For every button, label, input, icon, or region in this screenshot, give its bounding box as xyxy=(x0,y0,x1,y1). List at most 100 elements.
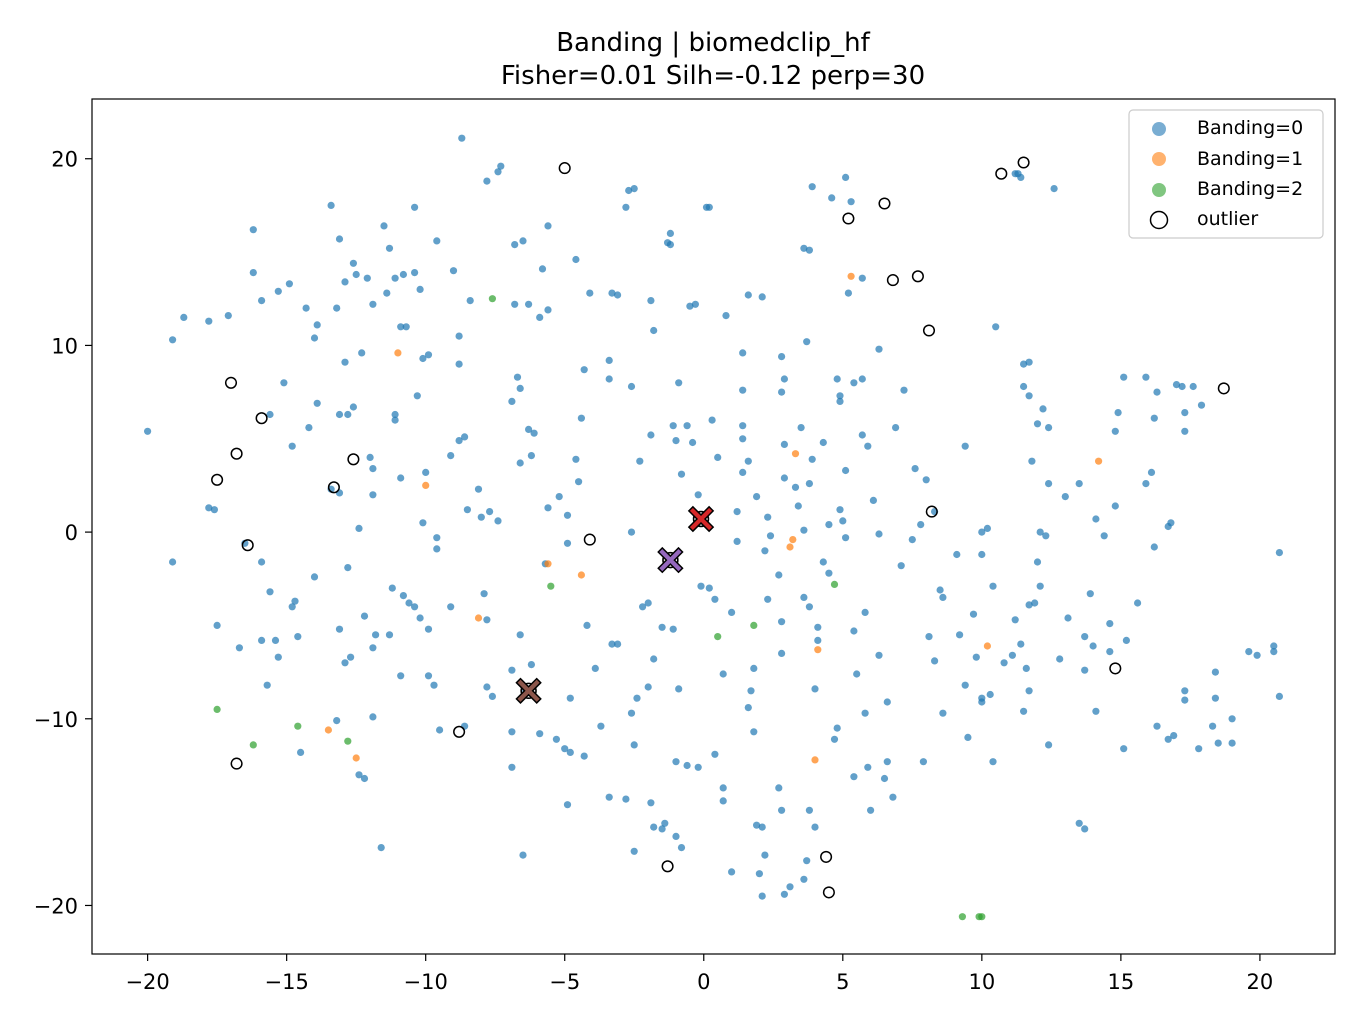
point-banding-0 xyxy=(805,246,814,254)
y-tick-label: 0 xyxy=(65,521,78,545)
point-banding-1 xyxy=(791,450,800,458)
point-banding-0 xyxy=(969,610,978,618)
point-banding-0 xyxy=(1086,590,1094,598)
point-banding-0 xyxy=(1122,636,1130,645)
point-banding-0 xyxy=(1181,409,1189,417)
point-banding-0 xyxy=(775,571,783,579)
point-banding-0 xyxy=(694,763,702,771)
point-banding-0 xyxy=(733,537,741,546)
point-banding-1 xyxy=(577,571,586,579)
point-banding-0 xyxy=(391,274,399,282)
point-banding-0 xyxy=(288,442,296,450)
point-banding-0 xyxy=(897,562,905,570)
point-banding-0 xyxy=(402,323,410,331)
point-banding-0 xyxy=(922,476,930,484)
point-banding-0 xyxy=(1211,668,1219,676)
point-banding-0 xyxy=(830,735,839,743)
centroid-outlier-ring xyxy=(662,551,679,569)
point-banding-0 xyxy=(224,312,232,320)
point-banding-0 xyxy=(341,659,349,667)
point-banding-0 xyxy=(447,452,455,460)
point-banding-0 xyxy=(728,868,736,876)
point-banding-0 xyxy=(1106,620,1114,628)
point-banding-0 xyxy=(666,241,675,249)
outlier-marker xyxy=(211,473,224,486)
point-banding-0 xyxy=(728,608,736,617)
point-banding-0 xyxy=(249,269,257,277)
plot-area xyxy=(144,134,1283,921)
point-banding-0 xyxy=(778,388,786,396)
centroid-marker xyxy=(657,546,684,574)
point-banding-0 xyxy=(819,558,827,566)
point-banding-0 xyxy=(358,349,366,357)
point-banding-0 xyxy=(397,672,405,680)
point-banding-0 xyxy=(722,312,730,320)
point-banding-0 xyxy=(800,526,808,534)
point-banding-0 xyxy=(644,683,652,691)
point-banding-0 xyxy=(739,422,747,430)
outlier-marker xyxy=(995,167,1008,180)
point-banding-0 xyxy=(1081,825,1089,833)
point-banding-0 xyxy=(869,496,878,504)
point-banding-0 xyxy=(488,692,496,701)
point-banding-0 xyxy=(1017,173,1025,181)
x-tick-label: −20 xyxy=(125,970,169,994)
point-banding-0 xyxy=(483,616,491,624)
point-banding-2 xyxy=(958,913,967,921)
point-banding-0 xyxy=(972,653,980,661)
outlier-marker xyxy=(820,850,833,863)
point-banding-0 xyxy=(461,722,469,730)
point-banding-0 xyxy=(839,517,847,525)
point-banding-0 xyxy=(1025,358,1033,366)
point-banding-0 xyxy=(925,633,933,641)
point-banding-0 xyxy=(764,513,772,521)
point-banding-0 xyxy=(355,524,363,533)
point-banding-0 xyxy=(572,455,580,463)
point-banding-0 xyxy=(1150,414,1158,422)
centroid-outlier-ring xyxy=(520,682,537,700)
legend-label-outlier: outlier xyxy=(1197,208,1258,230)
point-banding-0 xyxy=(755,870,764,878)
point-banding-0 xyxy=(586,289,594,297)
point-banding-0 xyxy=(650,326,658,335)
point-banding-0 xyxy=(575,478,583,486)
point-banding-0 xyxy=(811,823,819,831)
outlier-marker xyxy=(327,481,340,494)
outlier-marker xyxy=(886,274,899,287)
point-banding-0 xyxy=(1089,642,1097,650)
point-banding-0 xyxy=(627,709,636,717)
point-banding-0 xyxy=(683,422,691,430)
point-banding-0 xyxy=(808,455,816,463)
point-banding-0 xyxy=(369,713,377,721)
point-banding-0 xyxy=(978,550,986,559)
point-banding-0 xyxy=(511,300,519,308)
point-banding-0 xyxy=(327,201,335,209)
outlier-marker xyxy=(230,757,243,770)
point-banding-0 xyxy=(274,653,282,661)
point-banding-0 xyxy=(372,631,380,639)
point-banding-0 xyxy=(780,375,789,383)
legend-label-banding-1: Banding=1 xyxy=(1197,148,1303,170)
point-banding-0 xyxy=(627,528,636,536)
outlier-marker xyxy=(925,505,938,518)
point-banding-0 xyxy=(978,698,986,706)
point-banding-0 xyxy=(800,875,808,883)
point-banding-0 xyxy=(647,799,655,807)
point-banding-0 xyxy=(875,651,883,659)
centroid-marker xyxy=(687,505,715,533)
point-banding-0 xyxy=(1081,666,1089,674)
point-banding-0 xyxy=(461,433,469,441)
point-banding-1 xyxy=(789,536,797,544)
point-banding-0 xyxy=(536,313,544,321)
point-banding-2 xyxy=(830,580,839,589)
point-banding-0 xyxy=(310,573,319,581)
point-banding-0 xyxy=(622,795,630,803)
point-banding-0 xyxy=(1170,732,1178,740)
point-banding-0 xyxy=(1245,648,1253,656)
point-banding-0 xyxy=(683,761,691,770)
point-banding-0 xyxy=(1045,741,1053,749)
point-banding-0 xyxy=(1081,633,1089,641)
point-banding-0 xyxy=(1197,401,1206,409)
point-banding-0 xyxy=(850,773,858,781)
point-banding-0 xyxy=(413,392,421,400)
